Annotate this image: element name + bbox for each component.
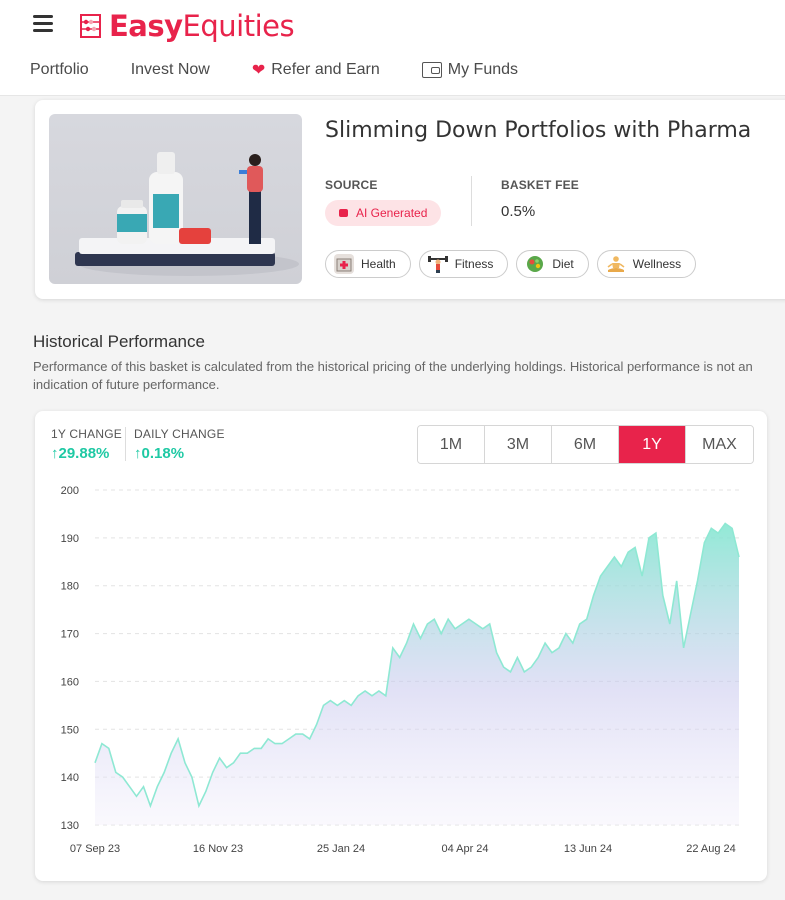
up-arrow-icon: ↑ [51, 445, 59, 462]
change-divider [125, 427, 126, 461]
one-year-change: 1Y CHANGE ↑29.88% [51, 427, 122, 462]
heart-icon: ❤ [251, 62, 266, 79]
x-tick-label: 25 Jan 24 [317, 843, 365, 855]
one-year-change-number: 29.88% [58, 445, 110, 462]
y-tick-label: 190 [61, 533, 79, 545]
tag-label: Health [361, 257, 396, 271]
range-1m-button[interactable]: 1M [418, 426, 485, 463]
range-max-button[interactable]: MAX [686, 426, 753, 463]
y-tick-label: 200 [61, 485, 79, 497]
nav-label: Invest Now [130, 61, 210, 78]
meditation-icon [606, 254, 626, 274]
source-label: SOURCE [325, 178, 378, 192]
y-tick-label: 170 [61, 629, 79, 641]
x-tick-label: 04 Apr 24 [441, 843, 488, 855]
tag-label: Fitness [454, 257, 494, 271]
meta-divider [471, 176, 472, 226]
x-tick-label: 13 Jun 24 [564, 843, 612, 855]
app-header: EasyEquities Portfolio Invest Now ❤ Refe… [0, 0, 785, 96]
daily-change-number: 0.18% [141, 445, 185, 462]
nav-label: Portfolio [30, 61, 89, 78]
nav-label: Refer and Earn [271, 61, 380, 78]
tag-wellness[interactable]: Wellness [596, 250, 697, 278]
salad-icon [525, 254, 545, 274]
nav-refer-and-earn[interactable]: ❤ Refer and Earn [252, 60, 380, 80]
brand-name-easy: Easy [109, 9, 183, 43]
basket-fee-value: 0.5% [501, 203, 536, 220]
top-nav: Portfolio Invest Now ❤ Refer and Earn My… [30, 58, 560, 82]
tag-health[interactable]: Health [325, 250, 411, 278]
basket-illustration [49, 114, 302, 284]
tag-label: Wellness [632, 257, 682, 271]
basket-card: Slimming Down Portfolios with Pharma SOU… [35, 100, 785, 299]
basket-title: Slimming Down Portfolios with Pharma [325, 118, 752, 143]
x-tick-label: 16 Nov 23 [193, 843, 243, 855]
robot-icon [339, 209, 348, 217]
one-year-change-value: ↑29.88% [51, 445, 122, 462]
brand-name: EasyEquities [109, 9, 295, 43]
y-tick-label: 140 [61, 772, 79, 784]
abacus-icon [80, 14, 101, 38]
range-selector: 1M 3M 6M 1Y MAX [417, 425, 754, 464]
daily-change-value: ↑0.18% [134, 445, 225, 462]
daily-change: DAILY CHANGE ↑0.18% [134, 427, 225, 462]
performance-chart: 130 140 150 160 170 180 190 200 07 Sep 23 16 Nov … [61, 485, 740, 855]
y-tick-label: 150 [61, 724, 79, 736]
weightlifter-icon [427, 254, 448, 274]
range-3m-button[interactable]: 3M [485, 426, 552, 463]
y-tick-label: 180 [61, 581, 79, 593]
tag-fitness[interactable]: Fitness [418, 250, 509, 278]
x-tick-label: 22 Aug 24 [686, 843, 736, 855]
up-arrow-icon: ↑ [134, 445, 142, 462]
tag-list: Health Fitness Diet Wellness [325, 250, 704, 278]
ai-generated-text: AI Generated [356, 206, 428, 220]
tag-diet[interactable]: Diet [516, 250, 589, 278]
y-tick-label: 160 [61, 676, 79, 688]
y-tick-label: 130 [61, 820, 79, 832]
one-year-change-label: 1Y CHANGE [51, 427, 122, 441]
area-fill [95, 523, 739, 825]
nav-invest-now[interactable]: Invest Now [131, 61, 210, 79]
range-1y-button[interactable]: 1Y [619, 426, 686, 463]
hospital-icon [334, 254, 354, 274]
brand-name-equities: Equities [182, 9, 295, 43]
wallet-icon [421, 62, 442, 78]
series-line [94, 522, 740, 809]
historical-performance-title: Historical Performance [33, 332, 205, 351]
x-tick-label: 07 Sep 23 [70, 843, 120, 855]
nav-portfolio[interactable]: Portfolio [30, 61, 89, 79]
performance-chart-card: 1Y CHANGE ↑29.88% DAILY CHANGE ↑0.18% 1M… [35, 411, 767, 881]
range-6m-button[interactable]: 6M [552, 426, 619, 463]
historical-performance-description: Performance of this basket is calculated… [33, 359, 753, 392]
menu-icon[interactable] [33, 15, 53, 33]
ai-generated-badge: AI Generated [325, 200, 442, 226]
nav-my-funds[interactable]: My Funds [421, 61, 519, 79]
basket-fee-label: BASKET FEE [501, 178, 580, 192]
nav-label: My Funds [447, 61, 519, 78]
brand-logo[interactable]: EasyEquities [80, 9, 295, 43]
daily-change-label: DAILY CHANGE [134, 427, 225, 441]
tag-label: Diet [552, 257, 574, 271]
